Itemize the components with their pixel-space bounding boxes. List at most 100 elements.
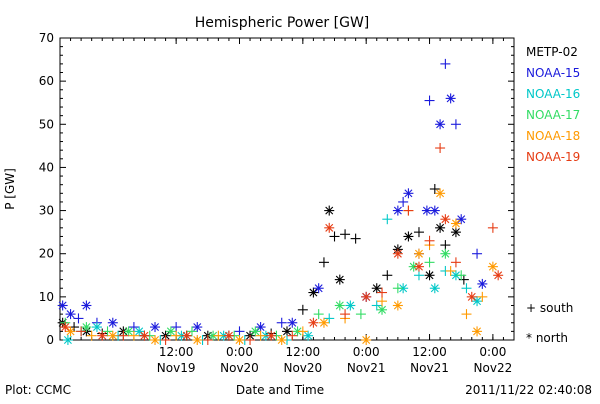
data-point-north (345, 300, 356, 311)
data-point-south (424, 235, 435, 246)
data-point-south (450, 257, 461, 268)
data-point-north (150, 335, 161, 345)
data-point-south (461, 309, 472, 320)
data-point-south (450, 119, 461, 130)
x-tick-label-time: 0:00 (479, 345, 506, 359)
data-point-south (456, 270, 467, 281)
data-point-south (118, 330, 129, 341)
data-point-north (318, 317, 329, 328)
data-point-south (160, 335, 171, 345)
data-point-south (424, 257, 435, 268)
data-point-south (440, 240, 451, 251)
data-point-north (487, 261, 498, 272)
data-point-north (57, 300, 68, 311)
data-point-north (65, 309, 76, 320)
data-point-south (73, 313, 84, 324)
data-point-south (186, 326, 197, 337)
data-point-north (81, 322, 92, 333)
data-point-south (377, 296, 388, 307)
data-point-south (76, 326, 87, 337)
data-point-north (134, 326, 145, 337)
data-point-south (472, 248, 483, 259)
data-point-north (361, 335, 372, 345)
data-point-south (445, 265, 456, 276)
data-point-south (461, 283, 472, 294)
data-point-south (276, 317, 287, 328)
data-point-north (65, 326, 76, 337)
series-noaa-17 (60, 248, 467, 341)
data-point-north (313, 283, 324, 294)
data-point-north (107, 317, 118, 328)
data-point-north (403, 231, 414, 242)
data-point-north (324, 222, 335, 233)
data-point-north (334, 300, 345, 311)
series-noaa-19 (60, 143, 504, 345)
data-point-north (450, 227, 461, 238)
data-point-north (392, 248, 403, 259)
data-point-south (403, 205, 414, 216)
y-axis-label: P [GW] (3, 168, 17, 210)
data-point-south (171, 330, 182, 341)
data-point-south (477, 291, 488, 302)
data-point-north (472, 326, 483, 337)
data-point-north (440, 248, 451, 259)
data-point-north (123, 326, 134, 337)
data-point-north (456, 214, 467, 225)
data-point-south (371, 300, 382, 311)
data-point-north (223, 330, 234, 341)
y-tick-label: 10 (39, 290, 54, 304)
legend-entry-noaa-16: NOAA-16 (526, 87, 580, 101)
y-tick-label: 0 (46, 333, 54, 347)
data-point-north (392, 205, 403, 216)
data-point-north (392, 300, 403, 311)
x-tick-label-date: Nov21 (347, 361, 386, 375)
data-point-south (202, 335, 213, 345)
marker-legend-south: + south (526, 301, 573, 315)
footer-right: 2011/11/22 02:40:08 (465, 383, 592, 397)
data-point-north (361, 291, 372, 302)
legend-entry-noaa-18: NOAA-18 (526, 129, 580, 143)
data-point-north (334, 274, 345, 285)
x-tick-label-time: 0:00 (353, 345, 380, 359)
data-point-south (297, 326, 308, 337)
data-point-north (292, 326, 303, 337)
plot-area: 0 10 20 30 40 50 60 70 P [GW] 12:00 Nov19 0:00 Nov20… (3, 31, 515, 375)
data-point-north (282, 326, 292, 337)
data-point-south (86, 330, 97, 341)
data-point-north (266, 330, 277, 341)
data-point-north (493, 270, 504, 281)
data-point-south (487, 222, 498, 233)
series-noaa-15 (57, 58, 488, 337)
data-point-north (377, 304, 388, 315)
data-point-north (445, 93, 456, 104)
data-point-north (165, 326, 176, 337)
x-tick-label-time: 12:00 (159, 345, 194, 359)
data-point-south (340, 309, 351, 320)
data-point-south (355, 309, 366, 320)
data-point-south (382, 214, 393, 225)
data-point-north (403, 188, 414, 199)
data-point-north (192, 335, 203, 345)
data-point-north (450, 218, 461, 229)
legend-entry-noaa-17: NOAA-17 (526, 108, 580, 122)
data-point-north (234, 335, 245, 345)
data-point-south (128, 322, 139, 333)
data-point-south (171, 322, 182, 333)
data-point-north (192, 322, 203, 333)
data-point-north (181, 330, 192, 341)
data-point-north (255, 322, 266, 333)
data-point-north (371, 283, 382, 294)
y-tick-label: 30 (39, 204, 54, 218)
data-point-south (324, 313, 335, 324)
data-point-south (392, 283, 403, 294)
data-point-south (245, 335, 256, 345)
data-point-south (255, 330, 266, 341)
series-noaa-18 (65, 188, 498, 345)
x-tick-label-time: 12:00 (412, 345, 447, 359)
data-point-north (139, 330, 150, 341)
x-tick-label-date: Nov19 (157, 361, 196, 375)
data-point-north (308, 287, 319, 298)
data-point-south (340, 229, 351, 240)
data-point-north (440, 214, 451, 225)
